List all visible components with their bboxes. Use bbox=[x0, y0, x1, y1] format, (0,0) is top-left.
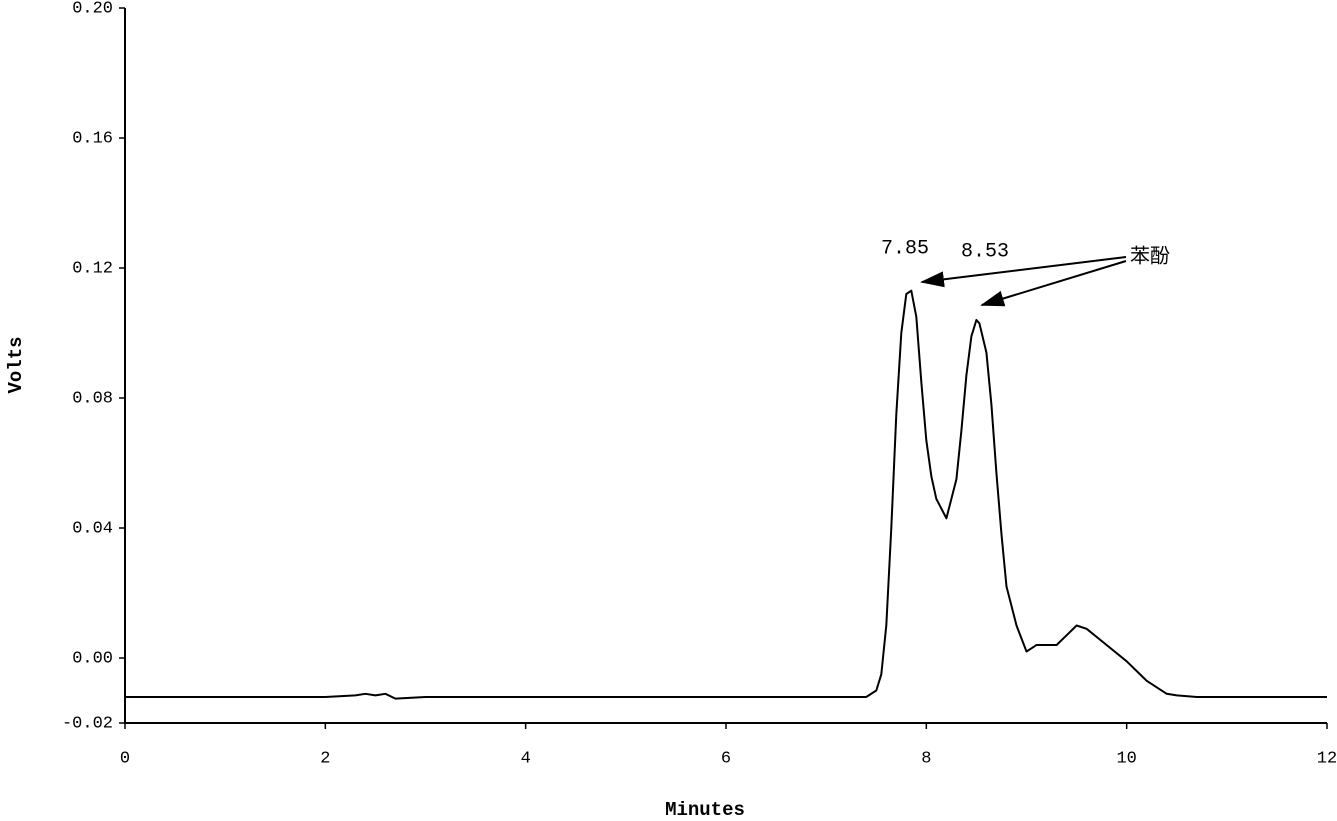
y-tick-label: 0.08 bbox=[72, 389, 113, 408]
y-tick-label: 0.04 bbox=[72, 519, 113, 538]
x-tick-label: 0 bbox=[120, 749, 130, 768]
annotation: 苯酚 bbox=[1130, 244, 1170, 269]
annotation: 7.85 bbox=[881, 237, 929, 260]
line bbox=[125, 289, 1327, 700]
y-axis-title: Volts bbox=[5, 336, 27, 393]
x-tick-label: 6 bbox=[721, 749, 731, 768]
y-tick-label: 0.16 bbox=[72, 129, 113, 148]
y-tick-label: -0.02 bbox=[62, 714, 113, 733]
x-axis-title: Minutes bbox=[665, 799, 745, 821]
arrow bbox=[920, 256, 1127, 288]
x-tick-label: 10 bbox=[1116, 749, 1136, 768]
y-tick-label: 0.00 bbox=[72, 649, 113, 668]
y-tick-label: 0.20 bbox=[72, 0, 113, 18]
x-tick-label: 8 bbox=[921, 749, 931, 768]
annotation: 8.53 bbox=[961, 240, 1009, 263]
x-tick-label: 4 bbox=[521, 749, 531, 768]
arrow bbox=[980, 260, 1127, 307]
x-tick-label: 2 bbox=[320, 749, 330, 768]
y-tick-label: 0.12 bbox=[72, 259, 113, 278]
x-tick-label: 12 bbox=[1317, 749, 1337, 768]
